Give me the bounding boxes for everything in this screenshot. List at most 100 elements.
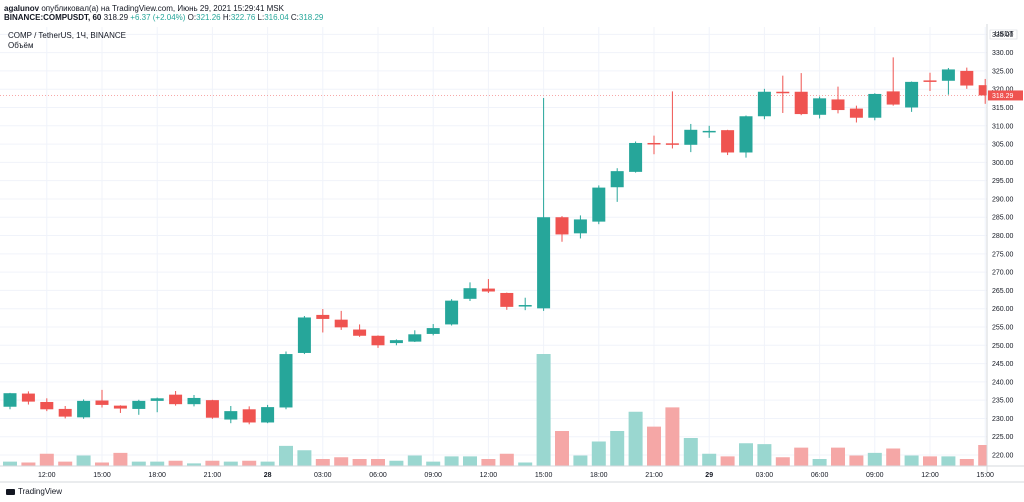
time-tick-label: 12:00 xyxy=(921,472,939,479)
volume-bar xyxy=(665,407,680,466)
volume-bar xyxy=(21,462,36,466)
candle-body xyxy=(169,394,183,405)
candle-body xyxy=(776,91,790,94)
volume-bar xyxy=(3,461,17,466)
candle-body xyxy=(95,400,109,405)
volume-legend[interactable]: Объём xyxy=(8,41,34,50)
publisher-line: agalunov опубликовал(а) на TradingView.c… xyxy=(4,4,284,13)
candle-body xyxy=(537,217,551,309)
volume-bar xyxy=(959,459,974,466)
volume-bar xyxy=(647,426,661,466)
price-tick-label: 255.00 xyxy=(992,324,1014,331)
tradingview-footer[interactable]: TradingView xyxy=(6,487,62,496)
published-info: опубликовал(а) на TradingView.com, Июнь … xyxy=(41,4,284,13)
candle-body xyxy=(132,400,146,409)
volume-bar xyxy=(352,459,367,466)
candle-body xyxy=(684,129,698,145)
volume-bar xyxy=(58,461,73,466)
price-tick-label: 305.00 xyxy=(992,142,1014,149)
candle-body xyxy=(481,288,495,292)
candle-body xyxy=(794,91,808,115)
volume-bar xyxy=(76,455,91,466)
price-tick-label: 290.00 xyxy=(992,196,1014,203)
price-tick-label: 250.00 xyxy=(992,343,1014,350)
candle-body xyxy=(813,98,827,115)
candle-body xyxy=(941,69,955,81)
last-price: 318.29 xyxy=(103,13,129,22)
price-tick-label: 275.00 xyxy=(992,251,1014,258)
candle-body xyxy=(242,409,256,423)
last-price-label: 318.29 xyxy=(992,93,1014,100)
time-tick-label: 15:00 xyxy=(535,472,553,479)
volume-bar xyxy=(334,457,349,466)
candle-body xyxy=(389,340,403,344)
author-name: agalunov xyxy=(4,4,40,13)
ticker-line: BINANCE:COMPUSDT, 60 318.29 +6.37 (+2.04… xyxy=(4,13,323,22)
candle-body xyxy=(40,401,54,410)
volume-bar xyxy=(518,462,533,466)
ticker-symbol: BINANCE:COMPUSDT, 60 xyxy=(4,13,102,22)
time-tick-label: 29 xyxy=(705,472,713,479)
candle-body xyxy=(518,305,532,307)
volume-bar xyxy=(886,448,901,466)
candle-body xyxy=(445,300,459,325)
price-tick-label: 225.00 xyxy=(992,434,1014,441)
last-price-marker xyxy=(988,90,1023,101)
open-label: O: xyxy=(187,13,197,22)
candle-body xyxy=(224,411,238,420)
candle-body xyxy=(205,400,219,418)
price-tick-label: 270.00 xyxy=(992,270,1014,277)
volume-bar xyxy=(923,456,937,466)
candle-body xyxy=(113,405,127,409)
candle-body xyxy=(665,143,679,145)
time-tick-label: 18:00 xyxy=(148,472,166,479)
volume-bar xyxy=(205,460,220,466)
candle-body xyxy=(463,288,477,299)
candle-body xyxy=(77,400,91,418)
time-tick-label: 12:00 xyxy=(38,472,56,479)
volume-bar xyxy=(720,456,735,466)
volume-bar xyxy=(389,460,404,466)
time-tick-label: 06:00 xyxy=(811,472,829,479)
volume-bar xyxy=(481,459,496,466)
price-tick-label: 240.00 xyxy=(992,379,1014,386)
volume-bar xyxy=(812,459,827,466)
low-label: L: xyxy=(257,13,265,22)
volume-bar xyxy=(426,461,441,466)
volume-bar xyxy=(610,431,625,466)
tradingview-logo-icon xyxy=(6,488,15,495)
price-tick-label: 335.00 xyxy=(992,32,1014,39)
price-change: +6.37 (+2.04%) xyxy=(130,13,186,22)
volume-bar xyxy=(187,463,201,466)
volume-bar xyxy=(555,431,569,466)
volume-bar xyxy=(757,444,772,466)
volume-bar xyxy=(849,455,864,466)
candle-body xyxy=(960,70,974,86)
time-tick-label: 03:00 xyxy=(314,472,332,479)
price-tick-label: 245.00 xyxy=(992,361,1014,368)
time-tick-label: 09:00 xyxy=(866,472,884,479)
symbol-legend[interactable]: COMP / TetherUS, 1Ч, BINANCE xyxy=(8,31,126,40)
volume-bar xyxy=(904,455,919,466)
price-tick-label: 315.00 xyxy=(992,105,1014,112)
time-tick-label: 15:00 xyxy=(976,472,994,479)
price-tick-label: 235.00 xyxy=(992,398,1014,405)
volume-bar xyxy=(775,457,790,466)
price-tick-label: 260.00 xyxy=(992,306,1014,313)
price-tick-label: 230.00 xyxy=(992,416,1014,423)
candle-body xyxy=(739,116,753,153)
price-tick-label: 320.00 xyxy=(992,87,1014,94)
candle-body xyxy=(592,187,606,222)
candle-body xyxy=(261,407,275,423)
candle-body xyxy=(831,99,845,111)
volume-bar xyxy=(444,456,459,466)
volume-bar xyxy=(371,459,385,466)
time-tick-label: 09:00 xyxy=(424,472,442,479)
time-tick-label: 15:00 xyxy=(93,472,111,479)
candle-body xyxy=(58,408,72,417)
candle-body xyxy=(21,393,35,402)
volume-bar xyxy=(573,455,588,466)
time-tick-label: 12:00 xyxy=(480,472,498,479)
volume-bar xyxy=(131,461,146,466)
